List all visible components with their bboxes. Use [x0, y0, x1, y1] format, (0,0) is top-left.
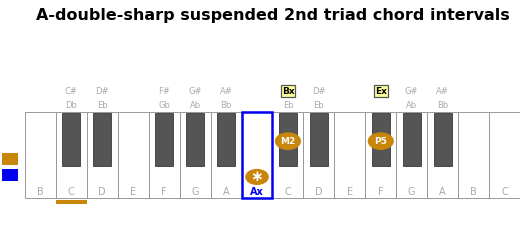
Bar	[334, 112, 365, 198]
Bar	[87, 112, 118, 198]
Bar	[149, 112, 180, 198]
Bar	[272, 112, 304, 198]
Bar	[365, 112, 396, 198]
Text: D: D	[315, 187, 323, 197]
Text: Ab: Ab	[406, 101, 417, 110]
Text: E: E	[130, 187, 136, 197]
Text: Bb: Bb	[437, 101, 448, 110]
Bar	[427, 112, 458, 198]
Text: C: C	[284, 187, 291, 197]
Circle shape	[246, 170, 268, 184]
Bar	[211, 112, 242, 198]
Text: G: G	[408, 187, 415, 197]
Bar	[489, 112, 520, 198]
Text: F: F	[378, 187, 384, 197]
Text: Ax: Ax	[250, 187, 264, 197]
Text: C: C	[68, 187, 75, 197]
Bar	[279, 112, 297, 166]
Text: C#: C#	[65, 87, 78, 96]
Text: B: B	[37, 187, 44, 197]
Bar	[93, 112, 111, 166]
Bar	[458, 112, 489, 198]
Bar	[25, 112, 56, 198]
Text: Ab: Ab	[190, 101, 201, 110]
Bar	[155, 112, 173, 166]
Text: A#: A#	[436, 87, 449, 96]
Text: Eb: Eb	[97, 101, 108, 110]
Bar	[402, 112, 421, 166]
Bar	[62, 112, 81, 166]
Text: F: F	[161, 187, 167, 197]
Circle shape	[368, 133, 393, 149]
Circle shape	[276, 133, 301, 149]
Text: P5: P5	[374, 137, 387, 146]
Bar	[242, 112, 272, 198]
Text: basicmusictheory.com: basicmusictheory.com	[7, 72, 12, 131]
Text: A: A	[439, 187, 446, 197]
Text: A-double-sharp suspended 2nd triad chord intervals: A-double-sharp suspended 2nd triad chord…	[35, 8, 510, 23]
Text: B: B	[470, 187, 477, 197]
Text: D#: D#	[96, 87, 109, 96]
Text: Bx: Bx	[282, 87, 294, 96]
Bar	[372, 112, 390, 166]
Bar	[56, 112, 87, 198]
Bar	[118, 112, 149, 198]
Text: Eb: Eb	[283, 101, 293, 110]
Bar	[56, 200, 87, 204]
Text: C: C	[501, 187, 508, 197]
Bar	[434, 112, 452, 166]
Text: A: A	[223, 187, 229, 197]
Bar	[180, 112, 211, 198]
Bar	[2, 153, 18, 165]
Text: ∗: ∗	[251, 169, 264, 184]
Text: M2: M2	[280, 137, 295, 146]
Text: D#: D#	[312, 87, 326, 96]
Text: G#: G#	[405, 87, 419, 96]
Text: Ex: Ex	[375, 87, 387, 96]
Text: G: G	[191, 187, 199, 197]
Text: Bb: Bb	[220, 101, 232, 110]
Bar	[310, 112, 328, 166]
Text: Eb: Eb	[314, 101, 324, 110]
Bar	[396, 112, 427, 198]
Bar	[2, 169, 18, 181]
Bar	[217, 112, 235, 166]
Text: D: D	[98, 187, 106, 197]
Text: G#: G#	[188, 87, 202, 96]
Text: Db: Db	[66, 101, 77, 110]
Bar	[186, 112, 204, 166]
Text: F#: F#	[158, 87, 170, 96]
Text: E: E	[347, 187, 353, 197]
Text: Gb: Gb	[158, 101, 170, 110]
Text: A#: A#	[219, 87, 232, 96]
Bar	[304, 112, 334, 198]
Bar	[242, 112, 272, 198]
